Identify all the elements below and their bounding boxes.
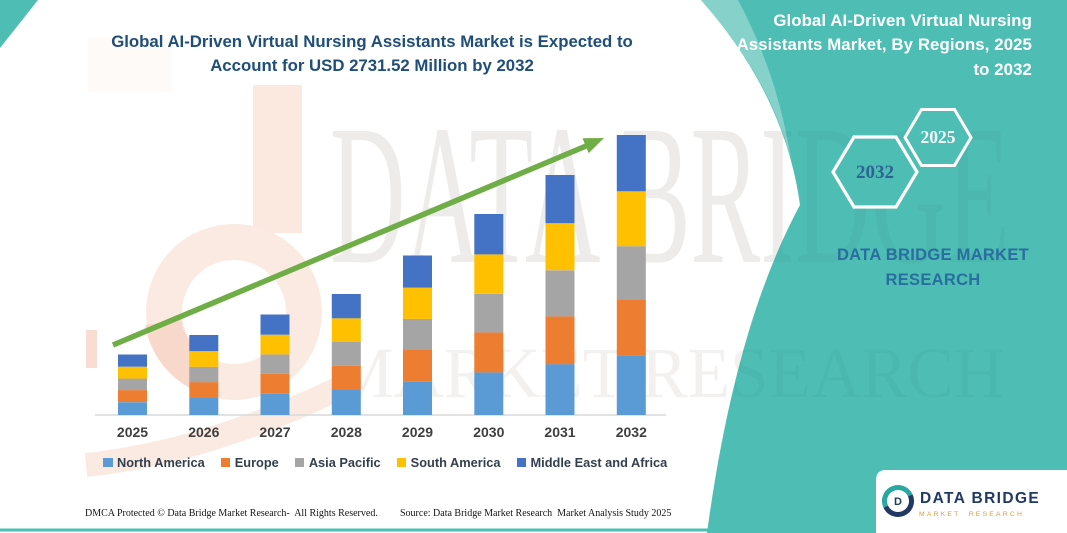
- svg-text:2025: 2025: [921, 127, 956, 147]
- svg-text:2032: 2032: [856, 162, 894, 183]
- svg-text:D: D: [894, 496, 902, 508]
